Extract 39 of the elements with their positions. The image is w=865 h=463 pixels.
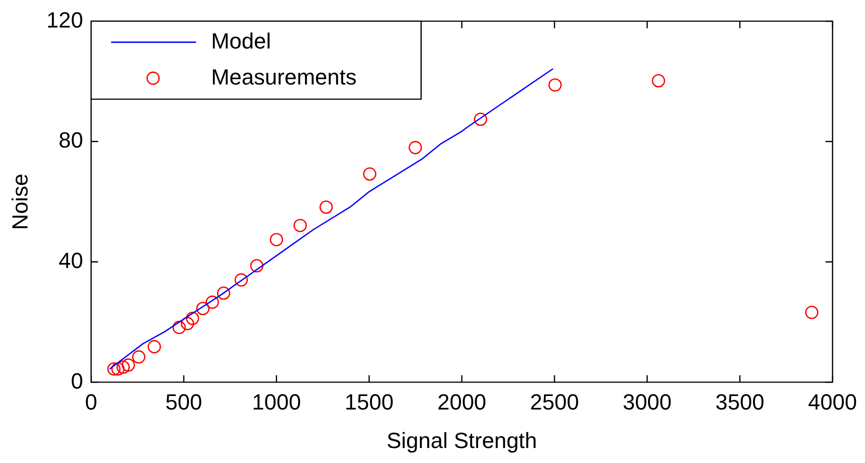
- legend-label: Model: [211, 28, 272, 54]
- point: [180, 316, 194, 330]
- y-tick-label: 40: [58, 248, 84, 273]
- point: [116, 360, 130, 374]
- point: [122, 358, 136, 372]
- legend-label: Measurements: [211, 64, 357, 90]
- point: [196, 302, 210, 316]
- y-tick-label: 0: [70, 368, 84, 394]
- point: [474, 112, 488, 126]
- point: [107, 362, 121, 376]
- x-tick-label: 3500: [715, 389, 764, 414]
- point: [111, 362, 125, 376]
- x-tick-label: 4000: [808, 389, 858, 414]
- point: [172, 320, 186, 334]
- point: [186, 312, 200, 326]
- point: [408, 140, 422, 154]
- point: [132, 350, 146, 364]
- y-tick-label: 80: [58, 128, 84, 153]
- point: [148, 340, 161, 354]
- point: [234, 273, 248, 287]
- x-tick-label: 500: [165, 389, 202, 414]
- x-tick-label: 2500: [530, 389, 579, 414]
- point: [206, 296, 219, 309]
- point: [250, 259, 264, 272]
- point: [363, 167, 376, 181]
- x-tick-label: 1500: [344, 389, 394, 414]
- y-axis-title: Noise: [7, 174, 32, 230]
- point: [652, 74, 666, 88]
- x-axis-title: Signal Strength: [386, 428, 538, 453]
- point: [216, 286, 230, 300]
- x-tick-label: 2000: [437, 389, 486, 414]
- x-tick-label: 3000: [622, 389, 672, 414]
- point: [548, 78, 562, 92]
- point: [294, 218, 307, 232]
- point: [270, 232, 284, 246]
- point: [805, 306, 818, 320]
- y-tick-label: 120: [46, 7, 84, 32]
- point: [319, 200, 333, 214]
- x-tick-label: 1000: [252, 389, 301, 414]
